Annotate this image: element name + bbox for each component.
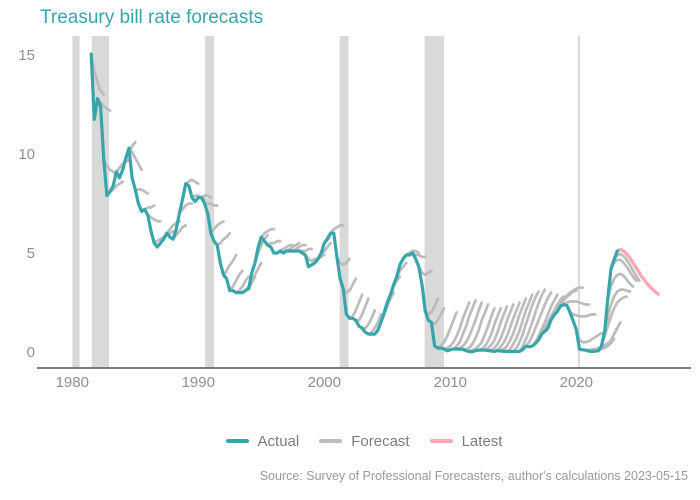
source-caption: Source: Survey of Professional Forecaste… bbox=[259, 469, 688, 483]
forecast-line bbox=[329, 223, 345, 235]
forecast-line bbox=[348, 293, 364, 320]
x-tick-label: 1990 bbox=[182, 374, 215, 391]
recession-band bbox=[577, 36, 580, 368]
latest-line bbox=[615, 247, 660, 296]
forecast-line bbox=[228, 269, 244, 292]
recession-band bbox=[72, 36, 80, 368]
actual-line-swatch bbox=[225, 439, 249, 443]
forecast-line bbox=[278, 243, 295, 253]
forecast-line bbox=[360, 309, 377, 330]
legend: Actual Forecast Latest bbox=[37, 430, 691, 452]
forecast-line bbox=[562, 300, 591, 307]
recession-band bbox=[339, 36, 349, 368]
x-tick-label: 1980 bbox=[56, 374, 89, 391]
forecast-line bbox=[436, 311, 458, 350]
legend-label-forecast: Forecast bbox=[351, 432, 410, 450]
recession-band bbox=[424, 36, 444, 368]
legend-label-latest: Latest bbox=[461, 432, 503, 450]
y-tick-label: 5 bbox=[27, 245, 35, 262]
y-tick-label: 10 bbox=[18, 146, 35, 163]
forecast-line bbox=[568, 311, 597, 318]
recession-band bbox=[205, 36, 214, 368]
forecast-line bbox=[493, 301, 521, 353]
forecast-line bbox=[146, 214, 162, 223]
y-tick-label: 0 bbox=[27, 344, 35, 361]
legend-label-actual: Actual bbox=[257, 432, 300, 450]
x-tick-label: 2020 bbox=[560, 374, 593, 391]
forecast-line bbox=[499, 297, 528, 353]
forecast-line bbox=[486, 303, 515, 352]
legend-item-actual: Actual bbox=[225, 432, 300, 450]
forecast-line bbox=[455, 301, 484, 351]
forecast-line bbox=[609, 258, 638, 283]
forecast-line bbox=[442, 301, 471, 351]
forecast-line bbox=[133, 188, 150, 195]
forecast-line bbox=[102, 158, 118, 176]
recession-band bbox=[91, 36, 110, 368]
forecast-line bbox=[603, 288, 632, 333]
forecast-line bbox=[266, 239, 282, 247]
x-tick-label: 2000 bbox=[308, 374, 341, 391]
forecast-line bbox=[467, 307, 496, 353]
forecast-line bbox=[209, 219, 225, 235]
forecast-line bbox=[518, 288, 547, 353]
forecast-line bbox=[524, 291, 553, 348]
forecast-line bbox=[612, 252, 641, 283]
forecast-line bbox=[461, 303, 490, 351]
latest-line-swatch bbox=[429, 439, 453, 443]
actual-line bbox=[89, 52, 619, 354]
forecast-line bbox=[203, 202, 219, 207]
legend-item-forecast: Forecast bbox=[319, 432, 410, 450]
x-tick-label: 2010 bbox=[434, 374, 467, 391]
chart-title: Treasury bill rate forecasts bbox=[40, 7, 264, 28]
forecast-line bbox=[341, 277, 358, 294]
forecast-line bbox=[574, 328, 603, 344]
forecast-line bbox=[606, 272, 635, 300]
forecast-line bbox=[505, 293, 534, 353]
forecast-line bbox=[127, 146, 143, 172]
forecast-line bbox=[222, 253, 238, 277]
forecast-line bbox=[184, 178, 200, 186]
forecast-line bbox=[511, 290, 540, 353]
y-tick-label: 15 bbox=[18, 47, 35, 64]
legend-item-latest: Latest bbox=[429, 432, 503, 450]
forecast-line-swatch bbox=[319, 439, 343, 443]
forecast-line bbox=[556, 286, 584, 313]
forecast-line bbox=[430, 307, 446, 326]
forecast-line bbox=[354, 297, 370, 322]
forecast-line bbox=[215, 231, 232, 247]
forecast-line bbox=[259, 227, 276, 239]
